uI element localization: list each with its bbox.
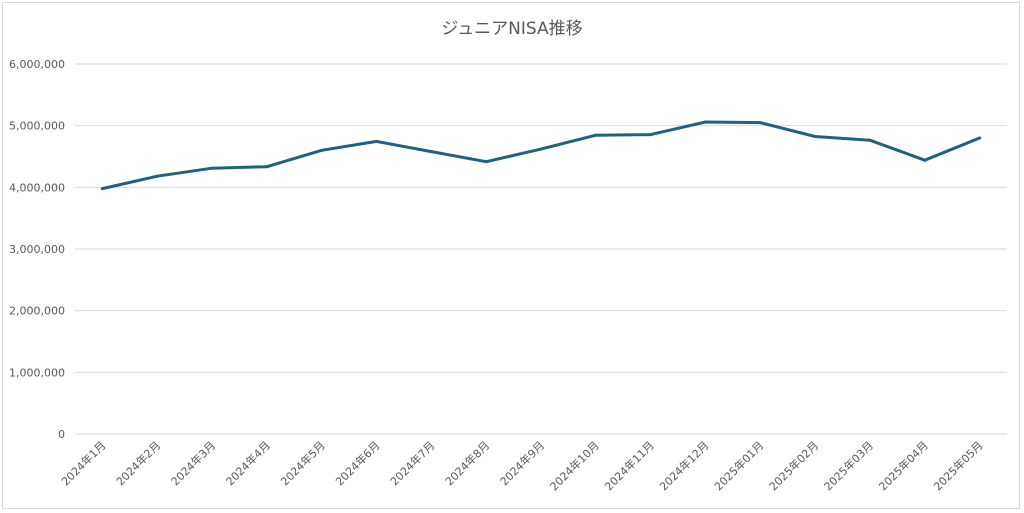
data-point [594,133,598,137]
y-tick-label: 6,000,000 [9,58,65,71]
data-point [100,187,104,191]
x-tick-label: 2025年05月 [931,438,986,493]
data-point [813,134,817,138]
chart-title: ジュニアNISA推移 [441,19,582,39]
x-tick-label: 2024年11月 [602,438,657,493]
x-tick-label: 2025年04月 [876,438,931,493]
line-chart: ジュニアNISA推移 0 1,000,000 2,000,000 3,000,000 4… [9,19,1007,493]
data-point [649,133,653,137]
y-tick-label: 2,000,000 [9,305,65,318]
data-point [539,147,543,151]
data-point [703,120,707,124]
data-point [758,121,762,125]
data-point [320,148,324,152]
x-tick-label: 2024年8月 [442,438,492,488]
y-tick-label: 0 [58,428,65,441]
plot-area [100,120,982,191]
x-tick-label: 2024年10月 [547,438,602,493]
y-tick-label: 4,000,000 [9,181,65,194]
data-point [375,139,379,143]
x-tick-label: 2024年9月 [497,438,547,488]
x-tick-label: 2024年1月 [58,438,108,488]
x-tick-label: 2025年02月 [766,438,821,493]
data-point [868,138,872,142]
y-axis: 0 1,000,000 2,000,000 3,000,000 4,000,000 5,0… [9,58,65,441]
x-tick-label: 2024年5月 [278,438,328,488]
data-point [265,165,269,169]
x-tick-label: 2024年6月 [332,438,382,488]
x-tick-label: 2024年4月 [223,438,273,488]
data-point [484,160,488,164]
data-point [210,166,214,170]
x-tick-label: 2025年01月 [711,438,766,493]
data-point [978,136,982,140]
gridlines [75,63,1007,435]
data-point [155,174,159,178]
x-tick-label: 2024年3月 [168,438,218,488]
x-tick-label: 2025年03月 [821,438,876,493]
x-tick-label: 2024年7月 [387,438,437,488]
y-tick-label: 3,000,000 [9,243,65,256]
data-point [429,150,433,154]
y-tick-label: 5,000,000 [9,120,65,133]
y-tick-label: 1,000,000 [9,366,65,379]
data-point [923,158,927,162]
x-tick-label: 2024年2月 [113,438,163,488]
series-line [100,120,982,191]
x-axis: 2024年1月 2024年2月 2024年3月 2024年4月 2024年5月 2024年… [58,438,985,493]
x-tick-label: 2024年12月 [656,438,711,493]
